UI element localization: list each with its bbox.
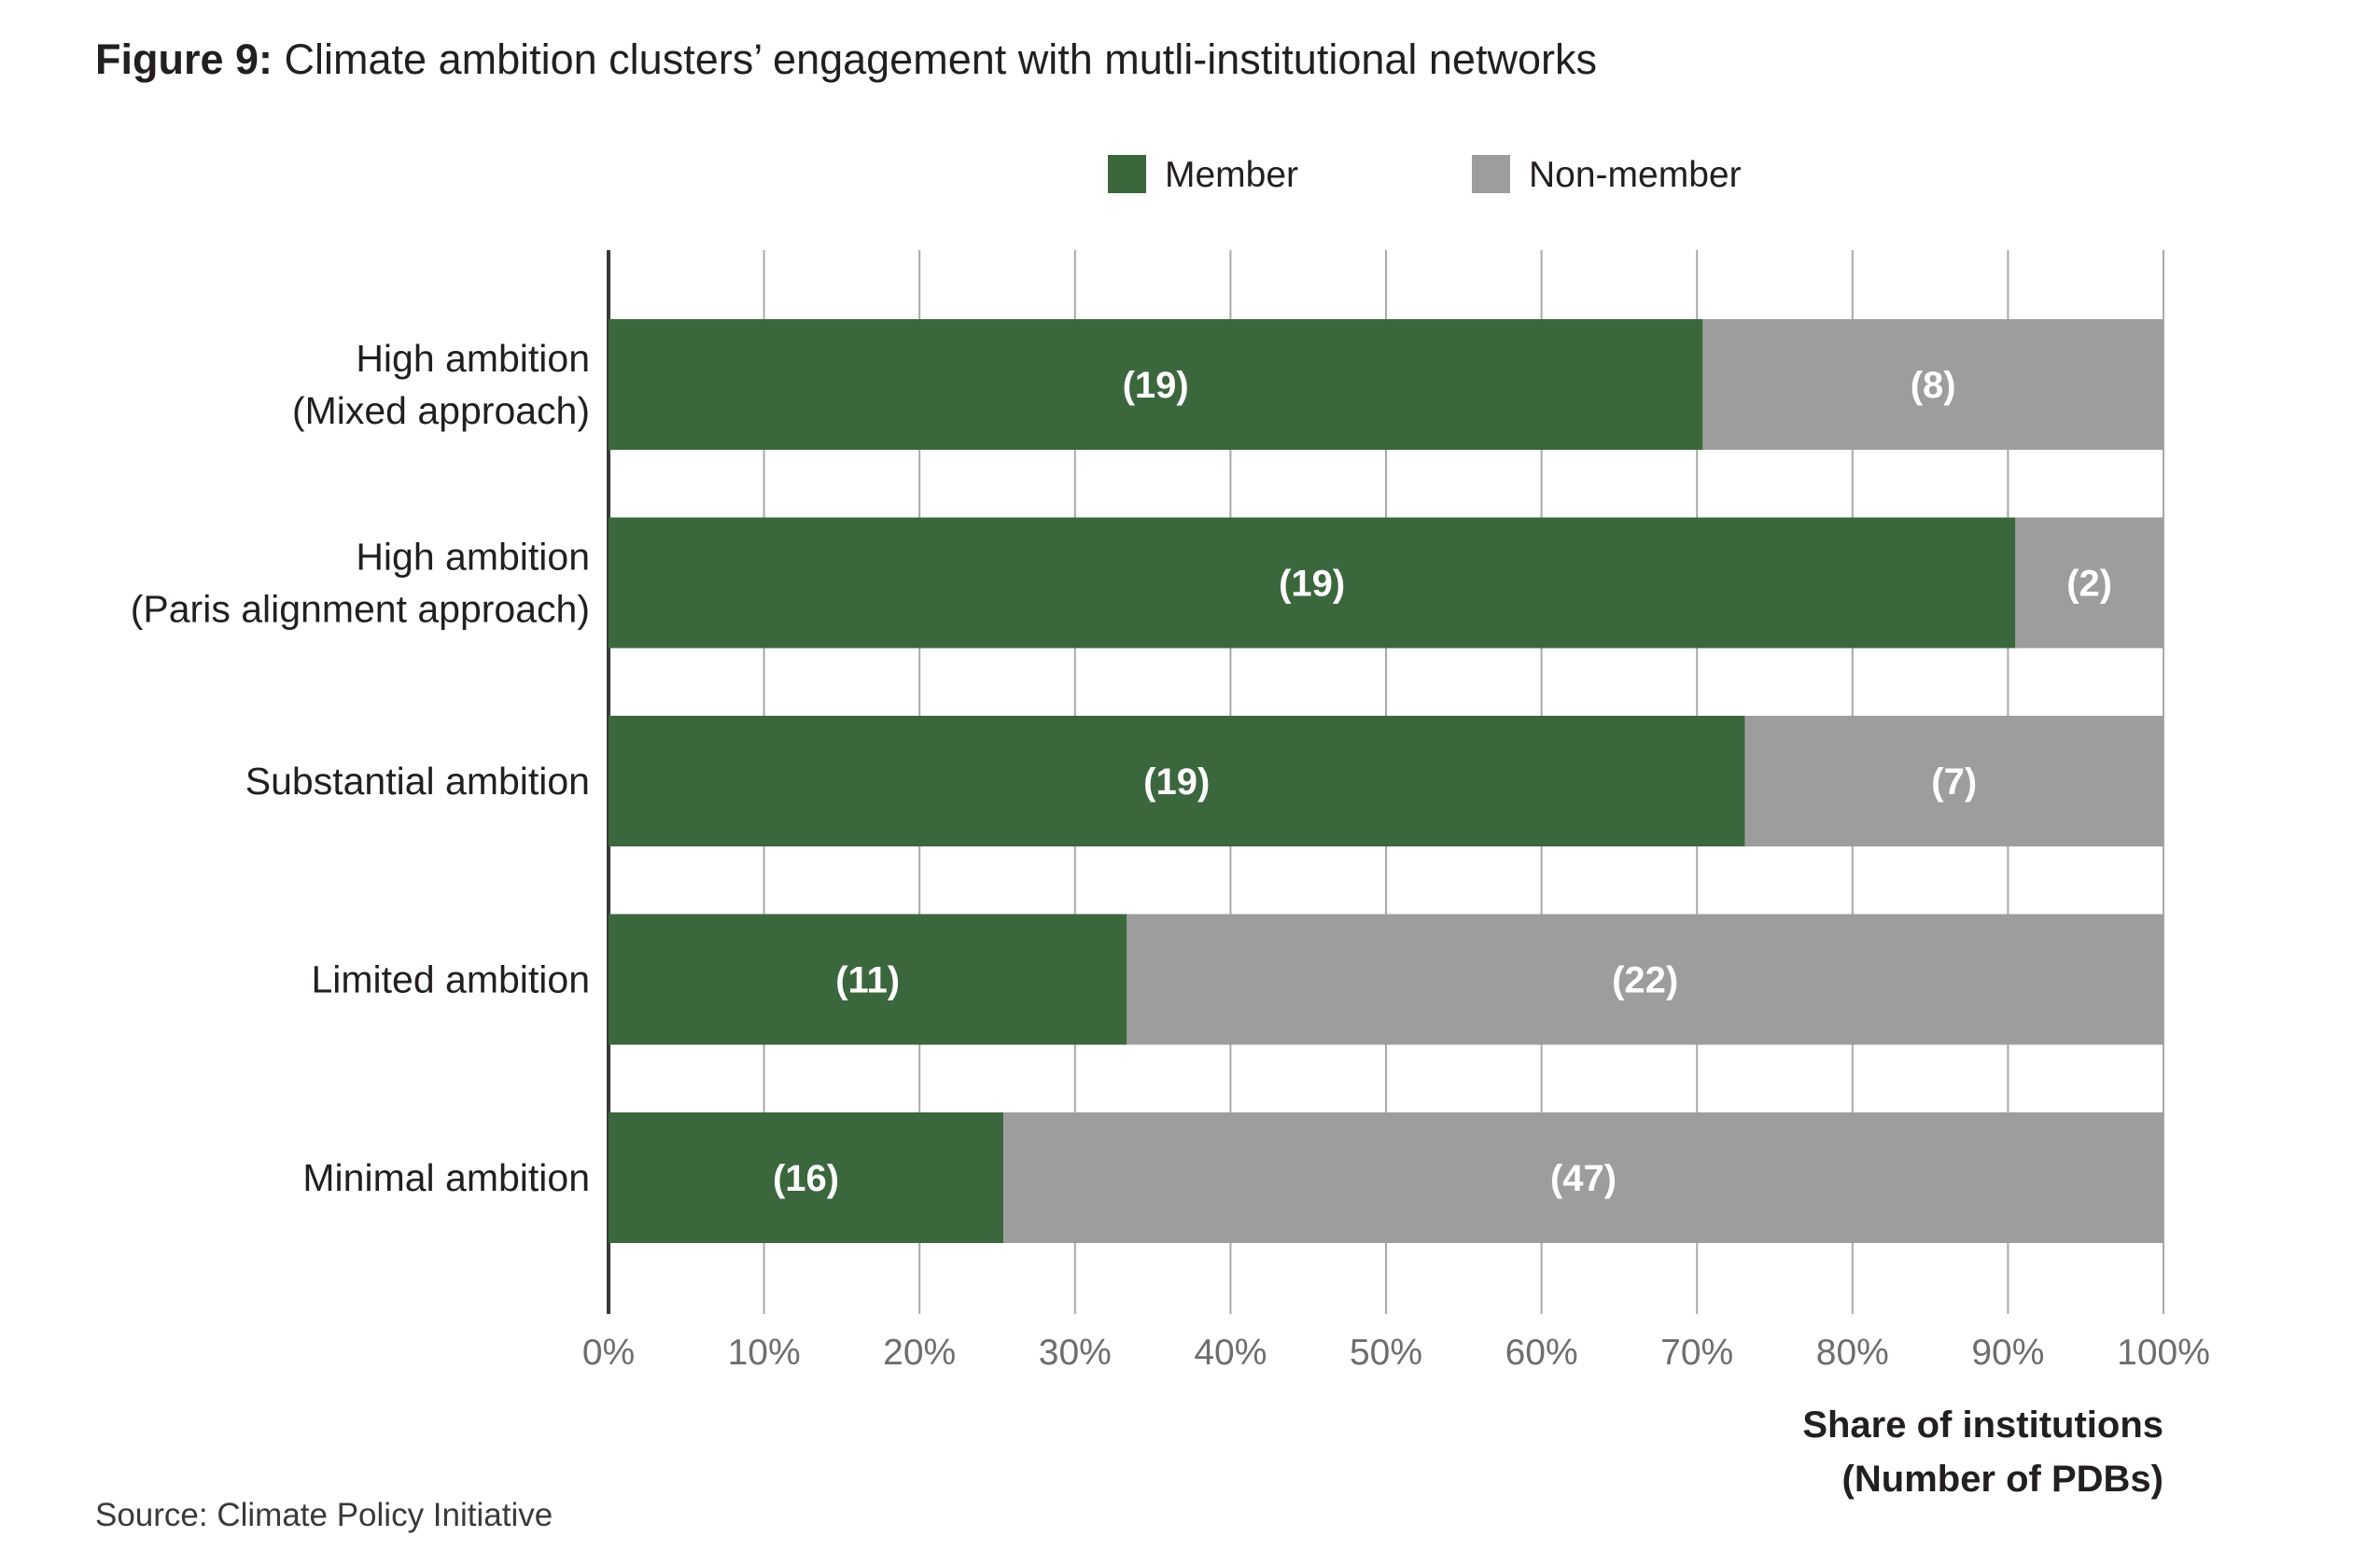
data-label: (19): [1279, 564, 1345, 605]
bar-segment: [2015, 517, 2163, 649]
figure-title-text: Climate ambition clusters’ engagement wi…: [284, 35, 1597, 83]
x-tick-label: 60%: [1505, 1333, 1578, 1373]
bar-segment: [1702, 319, 2163, 450]
bar-segment: [1744, 716, 2163, 846]
legend-swatch: [1472, 155, 1510, 193]
data-label: (7): [1931, 762, 1977, 803]
data-label: (2): [2066, 564, 2112, 605]
legend-label: Member: [1165, 155, 1298, 195]
data-label: (19): [1123, 365, 1189, 406]
x-tick-label: 0%: [582, 1333, 635, 1373]
x-axis-label: Share of institutions: [1802, 1404, 2163, 1446]
category-label: Limited ambition: [311, 958, 590, 1001]
source-note: Source: Climate Policy Initiative: [95, 1497, 553, 1533]
data-label: (16): [773, 1158, 839, 1199]
x-tick-label: 20%: [883, 1333, 956, 1373]
category-label: (Paris alignment approach): [131, 588, 590, 631]
bar-segment: [1127, 914, 2163, 1045]
category-label: High ambition: [356, 536, 590, 579]
data-label: (47): [1550, 1158, 1617, 1199]
x-axis-label: (Number of PDBs): [1842, 1459, 2163, 1500]
bar-segment: [1003, 1112, 2163, 1243]
bar-segment: [609, 517, 2016, 649]
category-label: Substantial ambition: [245, 760, 590, 803]
category-label: Minimal ambition: [302, 1156, 590, 1199]
data-label: (22): [1612, 960, 1678, 1001]
data-label: (8): [1911, 365, 1956, 406]
x-tick-label: 80%: [1816, 1333, 1889, 1373]
x-tick-label: 100%: [2117, 1333, 2210, 1373]
legend-label: Non-member: [1529, 155, 1742, 195]
x-tick-label: 10%: [728, 1333, 801, 1373]
figure-title: Figure 9: Climate ambition clusters’ eng…: [95, 35, 1597, 84]
x-tick-label: 90%: [1971, 1333, 2044, 1373]
bar-segment: [609, 319, 1703, 450]
x-tick-label: 30%: [1039, 1333, 1112, 1373]
data-label: (11): [835, 960, 900, 1001]
legend-swatch: [1108, 155, 1146, 193]
figure-title-prefix: Figure 9:: [95, 35, 273, 83]
x-tick-label: 50%: [1350, 1333, 1422, 1373]
category-label: High ambition: [356, 337, 590, 380]
bar-segment: [609, 914, 1127, 1045]
x-tick-label: 40%: [1194, 1333, 1267, 1373]
x-tick-label: 70%: [1660, 1333, 1733, 1373]
category-label: (Mixed approach): [292, 389, 590, 432]
bar-segment: [609, 716, 1745, 846]
bar-segment: [609, 1112, 1004, 1243]
data-label: (19): [1143, 762, 1210, 803]
